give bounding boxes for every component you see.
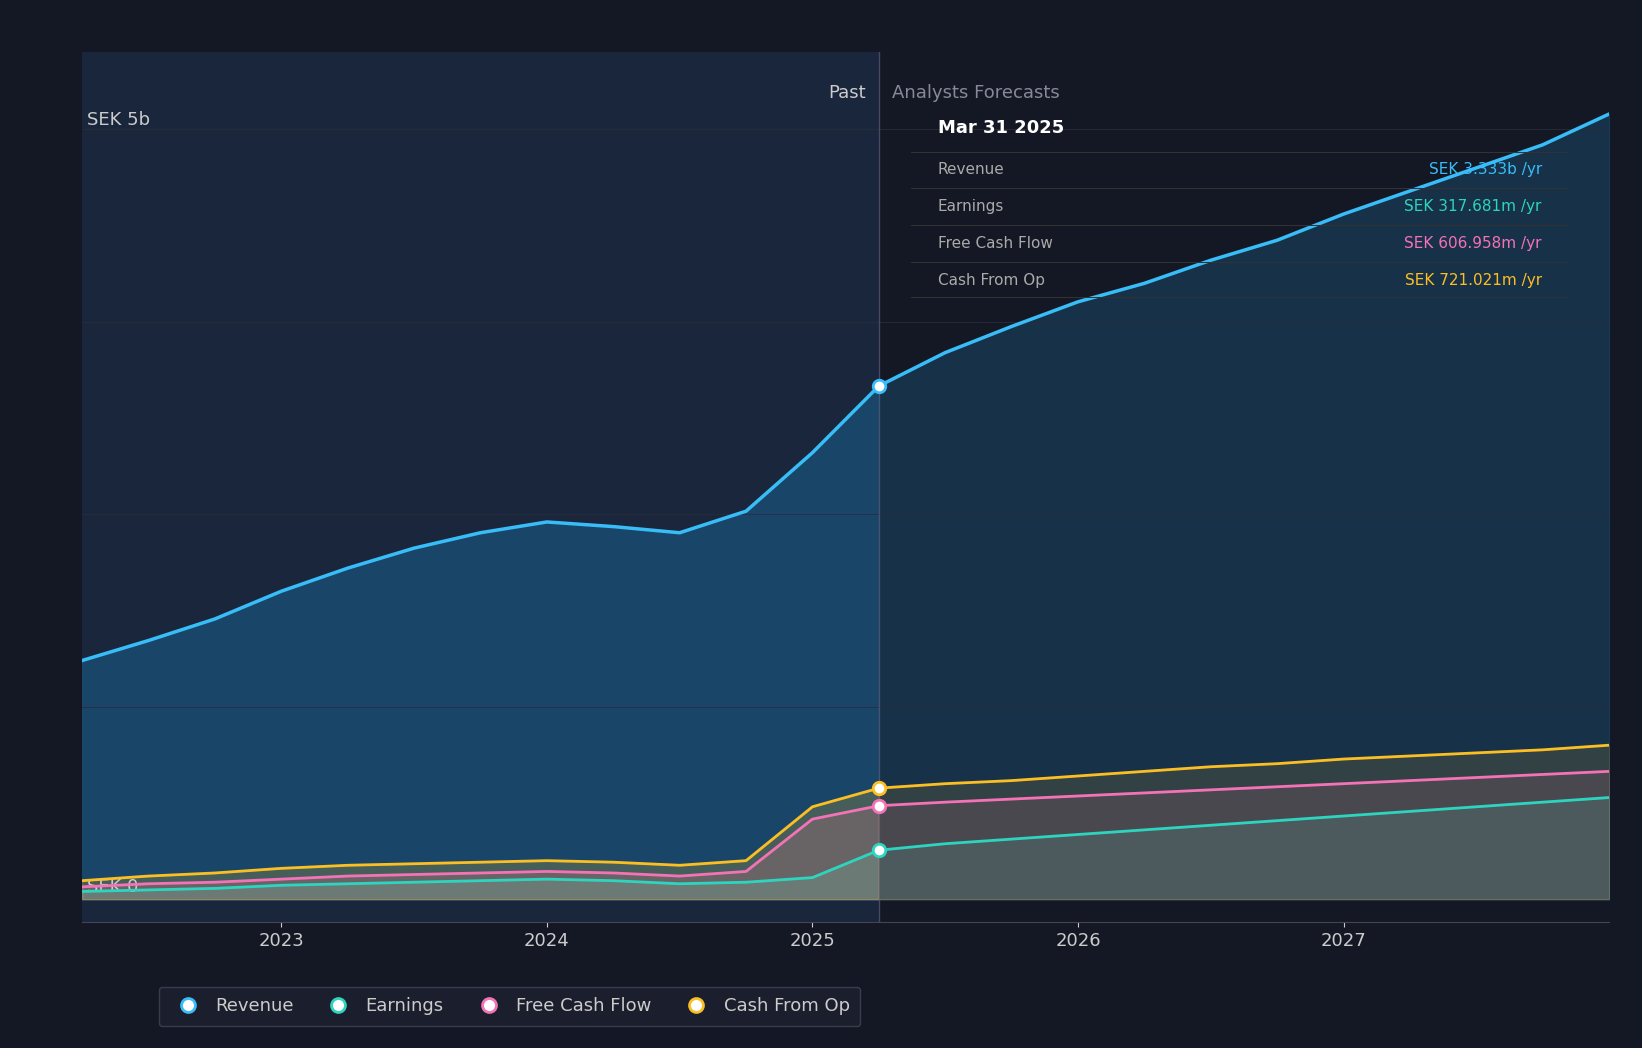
Text: Cash From Op: Cash From Op (938, 272, 1044, 288)
Text: Free Cash Flow: Free Cash Flow (938, 236, 1053, 252)
Text: Analysts Forecasts: Analysts Forecasts (892, 84, 1059, 102)
Text: Revenue: Revenue (938, 162, 1005, 177)
Legend: Revenue, Earnings, Free Cash Flow, Cash From Op: Revenue, Earnings, Free Cash Flow, Cash … (159, 986, 860, 1026)
Text: SEK 606.958m /yr: SEK 606.958m /yr (1404, 236, 1542, 252)
Text: SEK 3.333b /yr: SEK 3.333b /yr (1429, 162, 1542, 177)
Text: Earnings: Earnings (938, 199, 1003, 214)
Text: SEK 317.681m /yr: SEK 317.681m /yr (1404, 199, 1542, 214)
Bar (82, 52, 878, 922)
Text: SEK 721.021m /yr: SEK 721.021m /yr (1404, 272, 1542, 288)
Text: Mar 31 2025: Mar 31 2025 (938, 118, 1064, 137)
Text: Past: Past (828, 84, 865, 102)
Text: SEK 5b: SEK 5b (87, 111, 151, 129)
Text: SEK 0: SEK 0 (87, 878, 140, 896)
